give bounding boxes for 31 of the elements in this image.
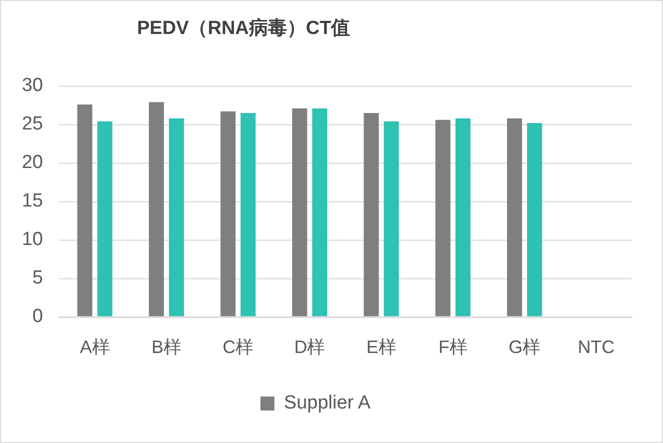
y-tick-label: 30: [22, 75, 43, 96]
x-tick-label: C样: [222, 336, 254, 357]
bar: [292, 108, 308, 316]
legend-label: Supplier A: [284, 392, 371, 414]
bar: [148, 102, 164, 316]
bar: [507, 118, 522, 316]
y-tick-label: 20: [22, 152, 43, 174]
bar: [384, 121, 399, 316]
bar: [364, 112, 379, 316]
x-tick-label: A样: [80, 336, 110, 357]
bar: [240, 112, 256, 316]
chart-title: PEDV（RNA病毒）CT值: [137, 17, 350, 40]
y-tick-label: 10: [22, 229, 43, 250]
x-tick-label: G样: [508, 336, 541, 357]
x-tick-label: F样: [438, 336, 468, 357]
bar: [168, 118, 184, 316]
x-tick-label: NTC: [578, 336, 615, 357]
bar: [435, 120, 450, 316]
bar: [97, 121, 112, 316]
x-tick-label: D样: [294, 336, 326, 357]
bar: [527, 122, 542, 316]
bar: [77, 104, 92, 316]
y-tick-label: 15: [22, 190, 43, 212]
bar: [220, 111, 236, 316]
x-tick-label: E样: [366, 336, 396, 357]
bar: [312, 108, 328, 316]
y-tick-label: 25: [22, 114, 43, 135]
y-tick-label: 0: [32, 306, 43, 328]
x-tick-label: B样: [151, 336, 182, 357]
bar: [455, 118, 470, 316]
y-tick-label: 5: [32, 268, 43, 289]
